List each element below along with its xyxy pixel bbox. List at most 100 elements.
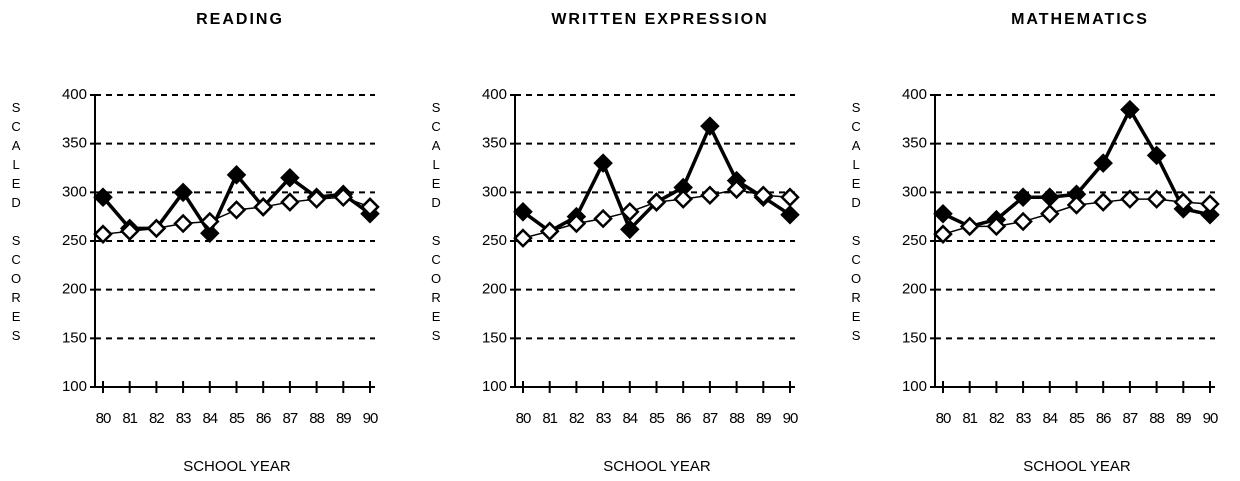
panel: READING SCALED SCORES SCHOOL YEAR 100 150 200… — [9, 11, 380, 475]
marker — [1146, 189, 1167, 209]
marker — [280, 167, 300, 188]
x-tick-label: 83 — [176, 410, 191, 427]
marker — [173, 182, 193, 203]
marker — [119, 221, 140, 242]
chart-title: MATHEMATICS — [1011, 11, 1149, 28]
marker — [780, 204, 800, 225]
marker — [1146, 145, 1167, 166]
y-tick-label: 400 — [62, 86, 87, 103]
x-tick-label: 90 — [1203, 410, 1218, 427]
marker — [513, 228, 533, 248]
x-tick-label: 86 — [676, 410, 691, 427]
x-tick-label: 88 — [309, 410, 324, 427]
x-tick-label: 85 — [1069, 410, 1084, 427]
marker — [200, 223, 220, 243]
y-axis-label: SCALED SCORES — [9, 100, 24, 347]
panel: WRITTEN EXPRESSION SCALED SCORES SCHOOL YE… — [429, 11, 800, 475]
marker — [1066, 195, 1087, 215]
chart-title: WRITTEN EXPRESSION — [551, 11, 768, 28]
x-tick-label: 87 — [703, 410, 718, 427]
marker — [1093, 192, 1113, 212]
marker — [1093, 153, 1113, 173]
y-tick-label: 300 — [902, 183, 927, 200]
x-tick-label: 82 — [989, 410, 1004, 427]
y-tick-label: 400 — [902, 86, 927, 103]
marker — [226, 165, 247, 185]
marker — [306, 189, 327, 209]
x-tick-label: 88 — [729, 410, 744, 427]
x-axis-label: SCHOOL YEAR — [183, 458, 291, 475]
marker — [986, 216, 1007, 237]
x-tick-label: 87 — [283, 410, 298, 427]
x-tick-label: 85 — [229, 410, 244, 427]
x-tick-label: 81 — [122, 410, 137, 427]
y-tick-label: 350 — [62, 135, 87, 152]
marker — [593, 208, 613, 229]
x-tick-label: 82 — [569, 410, 584, 427]
marker — [1173, 192, 1194, 212]
x-tick-label: 85 — [649, 410, 664, 427]
marker — [1120, 99, 1140, 120]
y-tick-label: 150 — [902, 329, 927, 346]
marker — [726, 179, 747, 200]
x-tick-label: 84 — [622, 410, 637, 427]
x-tick-label: 80 — [936, 410, 951, 427]
y-tick-label: 100 — [902, 378, 927, 395]
marker — [700, 116, 720, 136]
y-tick-label: 150 — [62, 329, 87, 346]
x-axis-label: SCHOOL YEAR — [1023, 458, 1131, 475]
x-tick-label: 84 — [1042, 410, 1057, 427]
marker — [513, 202, 533, 222]
x-tick-label: 86 — [256, 410, 271, 427]
y-tick-label: 350 — [482, 135, 507, 152]
y-tick-label: 200 — [62, 281, 87, 298]
marker — [700, 185, 720, 206]
x-tick-label: 82 — [149, 410, 164, 427]
x-tick-label: 90 — [783, 410, 798, 427]
y-tick-label: 100 — [482, 378, 507, 395]
marker — [933, 224, 953, 244]
x-tick-label: 89 — [756, 410, 771, 427]
x-tick-label: 81 — [542, 410, 557, 427]
y-tick-label: 300 — [482, 183, 507, 200]
y-tick-label: 250 — [482, 232, 507, 249]
marker — [959, 216, 980, 237]
y-tick-label: 150 — [482, 329, 507, 346]
y-tick-label: 250 — [902, 232, 927, 249]
marker — [360, 197, 380, 217]
x-tick-label: 83 — [596, 410, 611, 427]
x-tick-label: 84 — [202, 410, 217, 427]
x-tick-label: 90 — [363, 410, 378, 427]
y-axis-label: SCALED SCORES — [429, 100, 444, 347]
x-tick-label: 87 — [1123, 410, 1138, 427]
y-tick-label: 100 — [62, 378, 87, 395]
marker — [539, 221, 560, 242]
marker — [1040, 187, 1060, 207]
series-line — [521, 121, 791, 234]
y-tick-label: 200 — [902, 281, 927, 298]
x-tick-label: 80 — [96, 410, 111, 427]
y-tick-label: 400 — [482, 86, 507, 103]
x-tick-label: 83 — [1016, 410, 1031, 427]
marker — [93, 224, 113, 244]
marker — [593, 153, 613, 173]
marker — [620, 219, 640, 240]
y-tick-label: 200 — [482, 281, 507, 298]
marker — [93, 187, 113, 207]
x-tick-label: 89 — [1176, 410, 1191, 427]
marker — [173, 213, 193, 234]
marker — [933, 203, 953, 224]
marker — [280, 192, 300, 212]
marker — [620, 202, 640, 222]
marker — [200, 211, 220, 232]
x-tick-label: 86 — [1096, 410, 1111, 427]
panel: MATHEMATICS SCALED SCORES SCHOOL YEAR 100 15… — [849, 11, 1220, 475]
x-tick-label: 80 — [516, 410, 531, 427]
marker — [646, 192, 667, 212]
marker — [333, 187, 354, 207]
y-axis-label: SCALED SCORES — [849, 100, 864, 347]
marker — [1013, 187, 1033, 207]
marker — [1120, 189, 1140, 209]
marker — [780, 187, 800, 207]
